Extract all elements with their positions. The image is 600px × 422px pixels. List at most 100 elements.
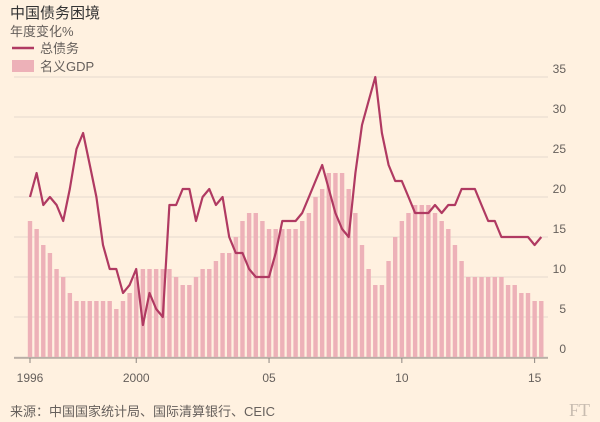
line bbox=[28, 75, 543, 327]
bar bbox=[61, 277, 66, 357]
y-tick-label: 10 bbox=[553, 262, 567, 276]
bar bbox=[439, 221, 444, 357]
bar bbox=[366, 269, 371, 357]
bar bbox=[326, 173, 331, 357]
bar bbox=[173, 277, 179, 357]
bar bbox=[319, 189, 325, 357]
bar bbox=[41, 245, 46, 357]
bar bbox=[74, 301, 79, 357]
bar bbox=[120, 301, 126, 357]
chart-subtitle: 年度变化% bbox=[10, 24, 74, 39]
bar bbox=[406, 213, 411, 357]
y-tick-label: 25 bbox=[553, 142, 567, 156]
bar bbox=[180, 285, 185, 357]
bar bbox=[479, 277, 484, 357]
bar bbox=[419, 205, 424, 357]
bar bbox=[519, 293, 524, 357]
y-tick-label: 15 bbox=[553, 222, 567, 236]
bar bbox=[233, 237, 239, 357]
bar bbox=[94, 301, 99, 357]
bar bbox=[240, 221, 245, 357]
bar bbox=[213, 261, 219, 357]
bar bbox=[220, 253, 225, 357]
bar bbox=[452, 245, 458, 357]
bar bbox=[472, 277, 478, 357]
y-tick-label: 20 bbox=[553, 182, 567, 196]
bar bbox=[466, 277, 471, 357]
bar bbox=[446, 229, 451, 357]
bar bbox=[127, 293, 132, 357]
bar bbox=[432, 213, 438, 357]
bar bbox=[373, 285, 378, 357]
bar bbox=[227, 253, 232, 357]
bar bbox=[346, 189, 351, 357]
bar bbox=[134, 277, 139, 357]
bar bbox=[147, 269, 152, 357]
legend-label: 总债务 bbox=[40, 41, 79, 56]
bar bbox=[532, 301, 537, 357]
bar bbox=[379, 285, 385, 357]
bar bbox=[492, 277, 497, 357]
bar bbox=[140, 269, 146, 357]
bar bbox=[67, 293, 73, 357]
bar bbox=[359, 245, 365, 357]
bar bbox=[300, 221, 305, 357]
bar bbox=[499, 277, 504, 357]
bar bbox=[207, 269, 212, 357]
bar bbox=[107, 301, 112, 357]
bar bbox=[87, 301, 92, 357]
y-tick-label: 35 bbox=[553, 62, 567, 76]
bar bbox=[412, 205, 418, 357]
bar bbox=[525, 293, 531, 357]
bar bbox=[339, 173, 345, 357]
bar bbox=[253, 213, 258, 357]
chart-title: 中国债务困境 bbox=[10, 4, 100, 22]
bar bbox=[393, 237, 398, 357]
bar bbox=[539, 301, 544, 357]
bar bbox=[47, 253, 53, 357]
source: 来源：中国国家统计局、国际清算银行、CEIC bbox=[10, 404, 275, 419]
x-tick-label: 1996 bbox=[17, 371, 44, 385]
bar bbox=[54, 269, 59, 357]
bar bbox=[167, 269, 172, 357]
bar bbox=[313, 197, 318, 357]
bar bbox=[386, 261, 391, 357]
bar bbox=[100, 301, 106, 357]
bar bbox=[80, 301, 86, 357]
bar bbox=[27, 221, 33, 357]
x-tick-label: 10 bbox=[395, 371, 409, 385]
bar bbox=[505, 285, 511, 357]
legend-label: 名义GDP bbox=[40, 59, 94, 74]
bar bbox=[333, 173, 338, 357]
legend-swatch bbox=[12, 60, 34, 72]
bar bbox=[246, 213, 252, 357]
bar bbox=[485, 277, 491, 357]
bar bbox=[399, 221, 405, 357]
bar bbox=[426, 205, 431, 357]
y-tick-label: 0 bbox=[559, 342, 566, 356]
x-tick-label: 05 bbox=[262, 371, 276, 385]
bar bbox=[187, 285, 192, 357]
bar bbox=[459, 261, 464, 357]
bar bbox=[512, 285, 517, 357]
bar bbox=[114, 309, 119, 357]
bar bbox=[280, 229, 285, 357]
bar bbox=[193, 277, 199, 357]
bar bbox=[273, 229, 278, 357]
bar bbox=[200, 269, 205, 357]
x-tick-label: 15 bbox=[528, 371, 542, 385]
bar bbox=[153, 269, 159, 357]
y-tick-label: 30 bbox=[553, 102, 567, 116]
logo: FT bbox=[569, 400, 590, 420]
bar bbox=[306, 213, 312, 357]
bar bbox=[260, 221, 265, 357]
bar bbox=[266, 229, 272, 357]
bar bbox=[293, 229, 298, 357]
x-tick-label: 2000 bbox=[123, 371, 150, 385]
bar bbox=[34, 229, 39, 357]
bar bbox=[353, 213, 358, 357]
y-tick-label: 5 bbox=[559, 302, 566, 316]
bar bbox=[286, 229, 292, 357]
